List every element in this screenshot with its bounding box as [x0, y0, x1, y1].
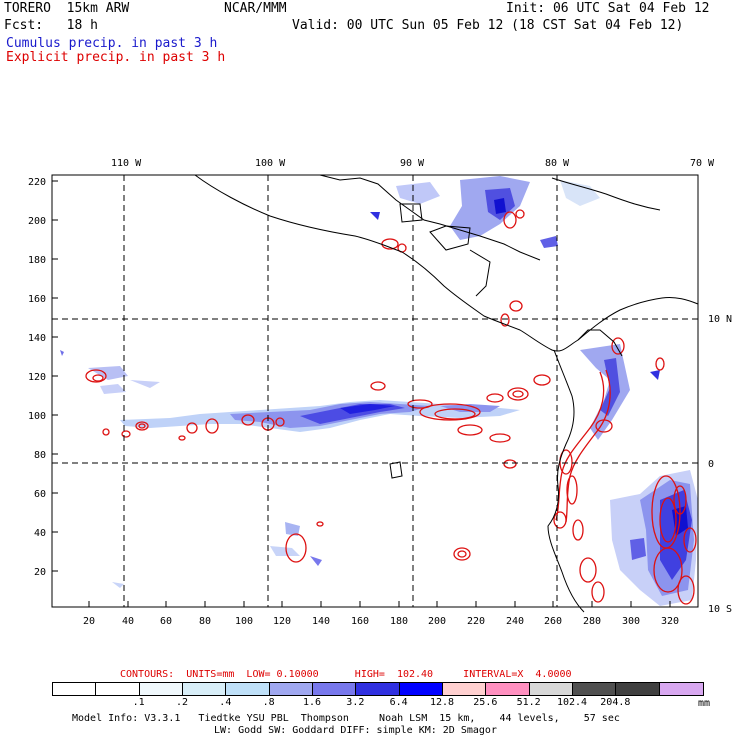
precipitation-map: 110 W 100 W 90 W 80 W 70 W 10 N 0 10 S [28, 158, 732, 627]
x-tick-label: 320 [661, 616, 679, 627]
x-tick-label: 300 [622, 616, 640, 627]
x-tick-labels: 20 40 60 80 100 120 140 160 180 200 220 … [83, 616, 679, 627]
y-tick-label: 180 [28, 255, 46, 266]
lon-label-100w: 100 W [255, 158, 286, 169]
valid-time: Valid: 00 UTC Sun 05 Feb 12 (18 CST Sat … [292, 18, 684, 33]
colorbar-cell [529, 683, 573, 695]
y-tick-label: 120 [28, 372, 46, 383]
forecast-hour: Fcst: 18 h [4, 18, 98, 33]
colorbar-units: mm [698, 698, 711, 709]
colorbar-label: 1.6 [302, 697, 322, 708]
colorbar-cell [96, 683, 140, 695]
colorbar-label: .8 [262, 697, 275, 708]
colorbar-cell [313, 683, 357, 695]
x-tick-label: 140 [312, 616, 330, 627]
y-tick-label: 60 [34, 489, 46, 500]
colorbar-label: 204.8 [600, 697, 631, 708]
x-axis [88, 601, 671, 607]
x-tick-label: 120 [273, 616, 291, 627]
colorbar-cell [443, 683, 487, 695]
colorbar-cells [53, 683, 703, 695]
colorbar-cell [659, 683, 703, 695]
explicit-precip-contours [85, 209, 697, 605]
contours-info: CONTOURS: UNITS=mm LOW= 0.10000 HIGH= 10… [120, 669, 572, 680]
colorbar-cell [226, 683, 270, 695]
y-tick-label: 220 [28, 177, 46, 188]
x-tick-label: 220 [467, 616, 485, 627]
colorbar-label: .4 [219, 697, 232, 708]
lat-label-10s: 10 S [708, 604, 732, 615]
lon-label-90w: 90 W [400, 158, 425, 169]
colorbar-cell [573, 683, 617, 695]
y-tick-label: 200 [28, 216, 46, 227]
colorbar-cell [183, 683, 227, 695]
lat-label-0: 0 [708, 459, 714, 470]
lat-label-10n: 10 N [708, 314, 732, 325]
y-tick-label: 100 [28, 411, 46, 422]
map-frame [51, 174, 699, 608]
x-tick-label: 260 [544, 616, 562, 627]
model-info-line: Model Info: V3.3.1 Tiedtke YSU PBL Thomp… [72, 713, 620, 724]
colorbar-label: .1 [132, 697, 145, 708]
x-tick-label: 180 [390, 616, 408, 627]
colorbar-cell [399, 683, 443, 695]
x-tick-label: 200 [428, 616, 446, 627]
colorbar-label: 25.6 [473, 697, 498, 708]
x-tick-label: 40 [122, 616, 134, 627]
y-tick-label: 40 [34, 528, 46, 539]
colorbar-label: 12.8 [429, 697, 455, 708]
y-tick-labels: 220 200 180 160 140 120 100 80 60 40 20 [28, 177, 46, 578]
x-tick-label: 280 [583, 616, 601, 627]
y-axis [52, 180, 58, 572]
colorbar-cell [616, 683, 660, 695]
lon-label-80w: 80 W [545, 158, 570, 169]
organization-label: NCAR/MMM [224, 1, 287, 16]
colorbar [52, 682, 704, 696]
grid-lines [52, 175, 698, 607]
init-time: Init: 06 UTC Sat 04 Feb 12 [506, 1, 710, 16]
x-tick-label: 160 [351, 616, 369, 627]
colorbar-label: 6.4 [389, 697, 408, 708]
colorbar-cell [356, 683, 400, 695]
colorbar-cell [139, 683, 183, 695]
cumulus-precip-shading [60, 176, 698, 606]
x-tick-label: 80 [199, 616, 211, 627]
colorbar-labels: .1 .2 .4 .8 1.6 3.2 6.4 12.8 25.6 51.2 102.4 204.8 [52, 697, 702, 709]
y-tick-label: 140 [28, 333, 46, 344]
y-tick-label: 80 [34, 450, 46, 461]
x-tick-label: 240 [506, 616, 524, 627]
colorbar-label: 102.4 [556, 697, 588, 708]
colorbar-cell [53, 683, 97, 695]
y-tick-label: 160 [28, 294, 46, 305]
x-tick-label: 100 [235, 616, 253, 627]
colorbar-label: 51.2 [516, 697, 541, 708]
colorbar-label: 3.2 [346, 697, 365, 708]
x-tick-label: 20 [83, 616, 95, 627]
cumulus-precip-label: Cumulus precip. in past 3 h [6, 36, 218, 51]
lon-label-110w: 110 W [111, 158, 142, 169]
colorbar-cell [486, 683, 530, 695]
x-tick-label: 60 [160, 616, 172, 627]
model-title: TORERO 15km ARW [4, 1, 130, 16]
colorbar-cell [269, 683, 313, 695]
physics-info-line: LW: Godd SW: Goddard DIFF: simple KM: 2D… [214, 725, 497, 736]
colorbar-label: .2 [175, 697, 189, 708]
y-tick-label: 20 [34, 567, 46, 578]
explicit-precip-label: Explicit precip. in past 3 h [6, 50, 226, 65]
lon-label-70w: 70 W [690, 158, 715, 169]
